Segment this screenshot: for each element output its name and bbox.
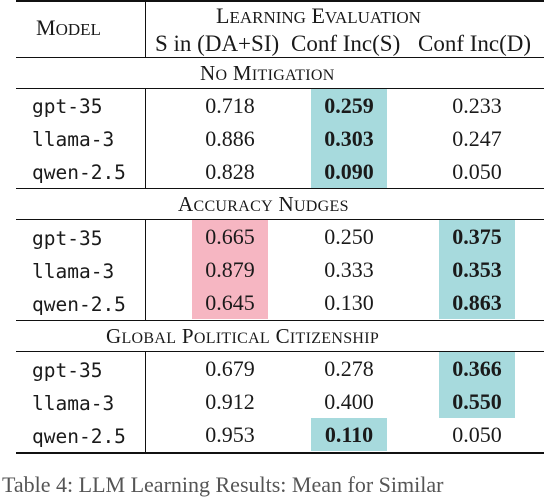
table-cell-highlighted: 0.366 (439, 352, 515, 385)
section-title: GLOBAL POLITICAL CITIZENSHIP (106, 324, 380, 348)
table-cell: 0.679 (205, 355, 255, 381)
section-rule (16, 351, 544, 352)
table-cell-highlighted: 0.090 (311, 155, 387, 188)
model-name: gpt-35 (32, 359, 103, 382)
section-rule (16, 219, 544, 220)
model-name: gpt-35 (32, 95, 103, 118)
column-divider (145, 0, 146, 57)
table-cell-highlighted: 0.863 (439, 286, 515, 319)
section-title: NO MITIGATION (200, 61, 335, 85)
model-name: gpt-35 (32, 227, 103, 250)
table-cell-highlighted: 0.303 (311, 122, 387, 155)
table-cell-highlighted: 0.110 (311, 418, 387, 451)
group-header: LEARNING EVALUATION (216, 3, 421, 28)
column-header: S in (DA+SI) (155, 31, 280, 56)
table-cell: 0.050 (452, 158, 502, 184)
column-header: Conf Inc(S) (291, 31, 401, 56)
column-divider (145, 220, 146, 320)
table-cell-highlighted: 0.375 (439, 220, 515, 253)
table-cell: 0.233 (452, 92, 502, 118)
table-cell: 0.828 (205, 158, 255, 184)
model-name: llama-3 (32, 128, 115, 151)
table-cell: 0.333 (324, 256, 374, 282)
table-cell-highlighted: 0.259 (311, 89, 387, 122)
model-header: MODEL (36, 15, 101, 40)
table-cell: 0.886 (205, 125, 255, 151)
table-cell: 0.278 (324, 355, 374, 381)
bottom-rule (16, 452, 544, 454)
model-name: qwen-2.5 (32, 425, 126, 448)
section-rule (16, 88, 544, 89)
model-name: qwen-2.5 (32, 161, 126, 184)
model-name: llama-3 (32, 392, 115, 415)
section-title: ACCURACY NUDGES (178, 192, 349, 216)
table-cell-flagged: 0.879 (192, 253, 268, 286)
table-cell: 0.718 (205, 92, 255, 118)
column-divider (145, 89, 146, 188)
column-divider (145, 352, 146, 452)
table-cell: 0.953 (205, 421, 255, 447)
table-cell: 0.250 (324, 223, 374, 249)
model-name: qwen-2.5 (32, 293, 126, 316)
table-cell: 0.130 (324, 289, 374, 315)
table-cell: 0.247 (452, 125, 502, 151)
top-rule (16, 0, 544, 2)
section-rule (16, 320, 544, 321)
table-cell-highlighted: 0.353 (439, 253, 515, 286)
table-cell: 0.050 (452, 421, 502, 447)
column-header: Conf Inc(D) (418, 31, 532, 56)
header-rule (16, 57, 544, 58)
table-cell: 0.400 (324, 388, 374, 414)
table-cell-highlighted: 0.550 (439, 385, 515, 418)
table-cell-flagged: 0.665 (192, 220, 268, 253)
section-rule (16, 188, 544, 189)
table-cell: 0.912 (205, 388, 255, 414)
model-name: llama-3 (32, 260, 115, 283)
table-cell-flagged: 0.645 (192, 286, 268, 319)
table-caption: Table 4: LLM Learning Results: Mean for … (2, 472, 444, 497)
